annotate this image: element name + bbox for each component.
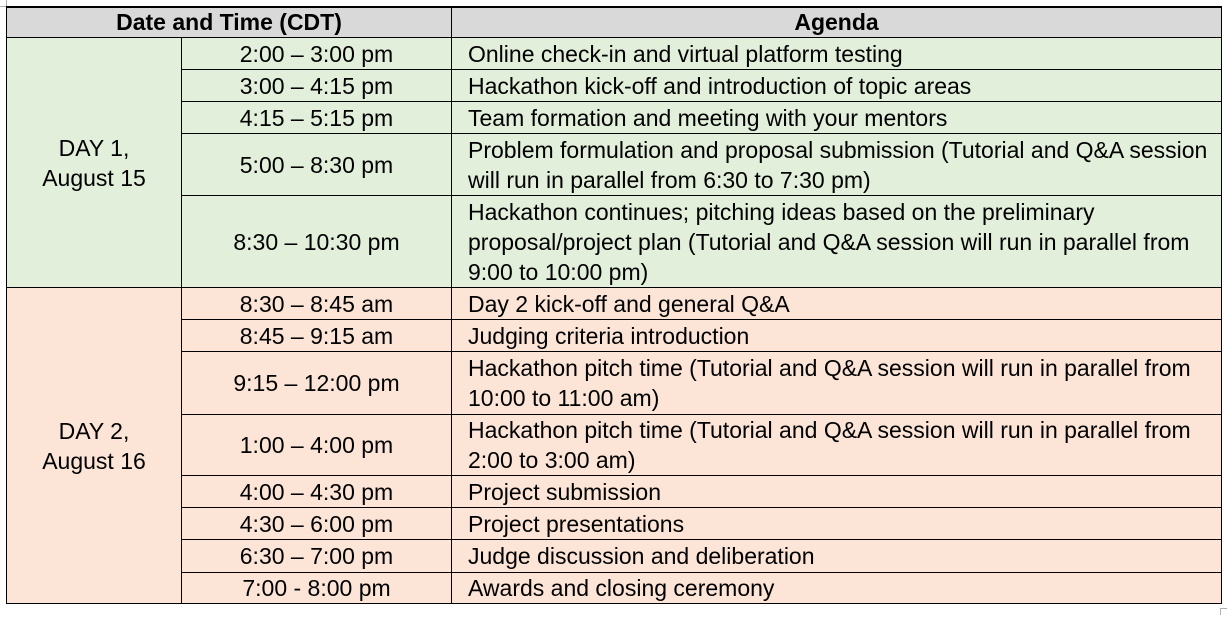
agenda-cell[interactable]: Project presentations: [451, 507, 1222, 540]
table-row: 8:30 – 10:30 pm Hackathon continues; pit…: [7, 195, 1222, 288]
agenda-table: Date and Time (CDT) Agenda DAY 1, August…: [6, 6, 1222, 604]
time-cell[interactable]: 4:00 – 4:30 pm: [181, 475, 452, 508]
table-row: 4:15 – 5:15 pm Team formation and meetin…: [7, 101, 1222, 134]
agenda-cell[interactable]: Hackathon pitch time (Tutorial and Q&A s…: [451, 414, 1222, 476]
agenda-cell[interactable]: Judge discussion and deliberation: [451, 539, 1222, 573]
day-1-label: DAY 1,: [58, 134, 130, 161]
agenda-cell[interactable]: Hackathon continues; pitching ideas base…: [451, 195, 1222, 288]
table-row: DAY 1, August 15 2:00 – 3:00 pm Online c…: [6, 37, 1222, 288]
table-row: 8:45 – 9:15 am Judging criteria introduc…: [7, 319, 1222, 352]
table-row: 3:00 – 4:15 pm Hackathon kick-off and in…: [7, 69, 1222, 102]
time-cell[interactable]: 9:15 – 12:00 pm: [181, 351, 452, 415]
time-cell[interactable]: 2:00 – 3:00 pm: [181, 37, 452, 70]
agenda-cell[interactable]: Team formation and meeting with your men…: [451, 101, 1222, 134]
agenda-cell[interactable]: Problem formulation and proposal submiss…: [451, 133, 1222, 196]
time-cell[interactable]: 5:00 – 8:30 pm: [181, 133, 452, 196]
table-row: 7:00 - 8:00 pm Awards and closing ceremo…: [7, 572, 1222, 604]
time-cell[interactable]: 6:30 – 7:00 pm: [181, 539, 452, 573]
agenda-cell[interactable]: Awards and closing ceremony: [451, 572, 1222, 604]
agenda-cell[interactable]: Hackathon kick-off and introduction of t…: [451, 69, 1222, 102]
table-row: 6:30 – 7:00 pm Judge discussion and deli…: [7, 539, 1222, 573]
agenda-cell[interactable]: Day 2 kick-off and general Q&A: [451, 287, 1222, 320]
agenda-cell[interactable]: Hackathon pitch time (Tutorial and Q&A s…: [451, 351, 1222, 415]
time-cell[interactable]: 8:30 – 8:45 am: [181, 287, 452, 320]
time-cell[interactable]: 7:00 - 8:00 pm: [181, 572, 452, 604]
time-cell[interactable]: 8:30 – 10:30 pm: [181, 195, 452, 288]
day-2-cell[interactable]: DAY 2, August 16: [6, 287, 182, 604]
table-row: 4:00 – 4:30 pm Project submission: [7, 475, 1222, 508]
time-cell[interactable]: 4:30 – 6:00 pm: [181, 507, 452, 540]
time-cell[interactable]: 1:00 – 4:00 pm: [181, 414, 452, 476]
table-row: DAY 2, August 16 8:30 – 8:45 am Day 2 ki…: [6, 287, 1222, 604]
day-2-label: DAY 2,: [58, 417, 130, 444]
day-1-cell[interactable]: DAY 1, August 15: [6, 37, 182, 288]
table-row: 9:15 – 12:00 pm Hackathon pitch time (Tu…: [7, 351, 1222, 415]
day-2-date: August 16: [42, 447, 146, 474]
header-agenda: Agenda: [451, 6, 1222, 38]
agenda-cell[interactable]: Online check-in and virtual platform tes…: [451, 37, 1222, 70]
agenda-cell[interactable]: Judging criteria introduction: [451, 319, 1222, 352]
table-resize-handle[interactable]: [1220, 608, 1227, 615]
time-cell[interactable]: 4:15 – 5:15 pm: [181, 101, 452, 134]
header-row: Date and Time (CDT) Agenda: [6, 6, 1222, 38]
day-1-date: August 15: [42, 164, 146, 191]
time-cell[interactable]: 3:00 – 4:15 pm: [181, 69, 452, 102]
agenda-cell[interactable]: Project submission: [451, 475, 1222, 508]
header-date-time: Date and Time (CDT): [6, 6, 452, 38]
table-row: 5:00 – 8:30 pm Problem formulation and p…: [7, 133, 1222, 196]
table-row: 1:00 – 4:00 pm Hackathon pitch time (Tut…: [7, 414, 1222, 476]
table-move-handle[interactable]: [0, 0, 7, 7]
time-cell[interactable]: 8:45 – 9:15 am: [181, 319, 452, 352]
table-row: 4:30 – 6:00 pm Project presentations: [7, 507, 1222, 540]
